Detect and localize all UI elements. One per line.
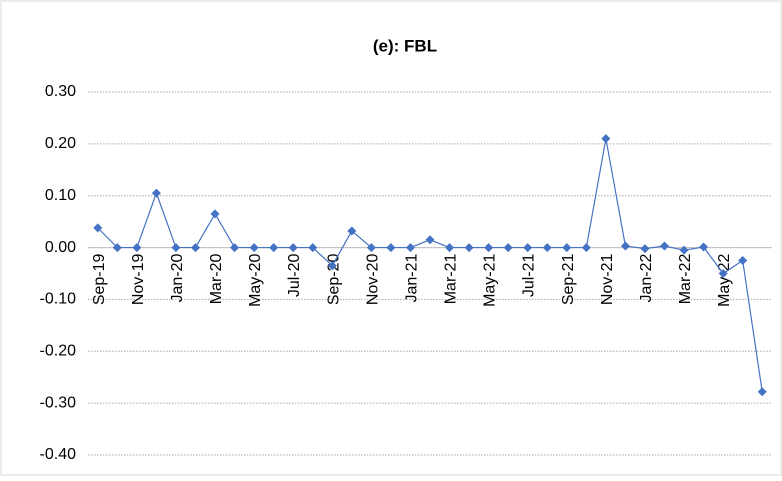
marker xyxy=(660,241,670,251)
x-tick-label: Nov-19 xyxy=(130,253,147,305)
marker xyxy=(93,223,103,233)
marker xyxy=(699,242,709,252)
x-tick-label: May-21 xyxy=(482,253,499,306)
chart-title: (e): FBL xyxy=(373,36,437,55)
marker xyxy=(190,243,200,253)
x-tick-label: Jul-20 xyxy=(286,253,303,297)
marker xyxy=(718,269,728,278)
y-tick-label: -0.30 xyxy=(40,394,77,411)
marker xyxy=(640,244,650,254)
y-tick-label: -0.20 xyxy=(40,343,77,360)
marker xyxy=(151,188,161,198)
marker xyxy=(210,209,220,219)
x-tick-label: Sep-19 xyxy=(91,253,108,305)
y-tick-label: 0.00 xyxy=(45,239,76,256)
x-tick-label: Mar-21 xyxy=(443,253,460,304)
marker xyxy=(679,245,689,255)
marker xyxy=(132,243,142,253)
x-tick-label: Jan-20 xyxy=(169,253,186,302)
marker xyxy=(620,241,630,251)
x-tick-label: Mar-20 xyxy=(208,253,225,304)
marker xyxy=(581,243,591,253)
y-tick-label: -0.10 xyxy=(40,291,77,308)
marker xyxy=(347,226,357,236)
marker xyxy=(269,243,279,253)
x-tick-label: Mar-22 xyxy=(677,253,694,304)
x-tick-label: Jan-22 xyxy=(638,253,655,302)
x-tick-label: May-20 xyxy=(247,253,264,306)
marker xyxy=(484,243,494,253)
marker xyxy=(308,243,318,253)
marker xyxy=(503,243,513,253)
marker xyxy=(601,134,611,144)
plot-area: -0.40 -0.30 -0.20 -0.10 0.00 0.10 0.20 0.30 Sep-… xyxy=(40,83,772,463)
marker xyxy=(288,243,298,253)
marker xyxy=(562,243,572,253)
x-tick-label: Nov-21 xyxy=(599,253,616,305)
y-tick-label: 0.30 xyxy=(45,83,76,100)
x-tick-label: Jan-21 xyxy=(403,253,420,302)
x-tick-label: May-22 xyxy=(716,253,733,306)
marker xyxy=(523,243,533,253)
marker xyxy=(366,243,376,253)
marker xyxy=(542,243,552,253)
marker xyxy=(425,235,435,245)
marker xyxy=(386,243,396,253)
marker xyxy=(327,261,337,271)
x-tick-label: Jul-21 xyxy=(521,253,538,297)
marker xyxy=(757,387,767,397)
y-tick-label: 0.20 xyxy=(45,135,76,152)
y-tick-label: -0.40 xyxy=(40,446,77,463)
marker xyxy=(464,243,474,253)
marker xyxy=(738,256,748,266)
y-tick-label: 0.10 xyxy=(45,187,76,204)
x-tick-label: Nov-20 xyxy=(364,253,381,305)
marker xyxy=(171,243,181,253)
marker xyxy=(112,243,122,253)
marker xyxy=(445,243,455,253)
marker xyxy=(230,243,240,253)
marker xyxy=(249,243,259,253)
x-tick-label: Sep-21 xyxy=(560,253,577,305)
marker xyxy=(405,243,415,253)
